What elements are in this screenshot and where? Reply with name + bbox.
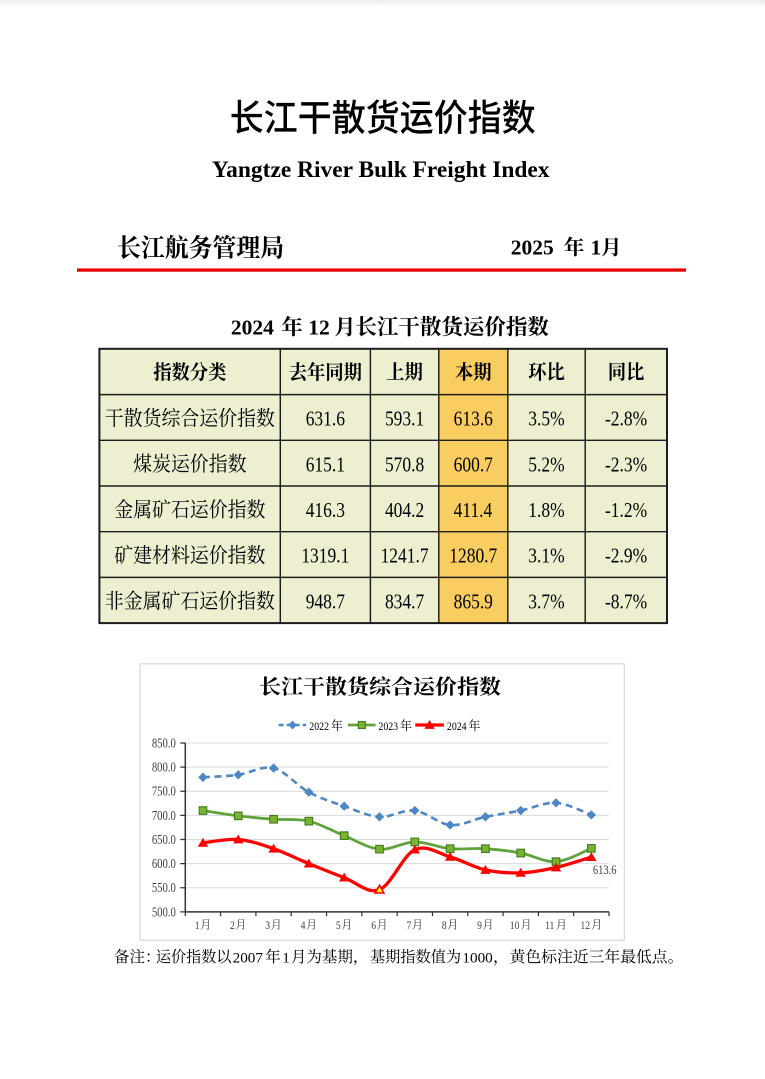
svg-text:2023: 2023 (378, 721, 398, 734)
svg-text:416.3: 416.3 (306, 500, 345, 523)
svg-text:8: 8 (442, 920, 447, 932)
svg-text:2022: 2022 (309, 721, 329, 734)
svg-text:1: 1 (591, 236, 602, 260)
svg-text:11: 11 (545, 920, 554, 932)
svg-text:613.6: 613.6 (593, 864, 617, 877)
svg-text:865.9: 865.9 (454, 591, 493, 614)
svg-text:-8.7%: -8.7% (605, 591, 647, 614)
svg-text:12: 12 (580, 920, 590, 932)
svg-text:2024: 2024 (447, 721, 467, 734)
svg-text:700.0: 700.0 (152, 808, 176, 823)
svg-text:411.4: 411.4 (454, 500, 493, 523)
svg-text:615.1: 615.1 (306, 454, 345, 477)
svg-text:2025: 2025 (511, 236, 554, 260)
svg-text:834.7: 834.7 (385, 591, 425, 614)
svg-text:10: 10 (510, 920, 520, 932)
svg-text:404.2: 404.2 (385, 500, 424, 523)
svg-text:2007: 2007 (233, 949, 264, 966)
svg-text:-1.2%: -1.2% (605, 500, 647, 523)
svg-text:3.5%: 3.5% (528, 408, 564, 431)
svg-text:570.8: 570.8 (385, 454, 424, 477)
svg-text:1241.7: 1241.7 (381, 545, 429, 568)
svg-text:1: 1 (282, 949, 290, 966)
svg-text:1000: 1000 (462, 949, 493, 966)
svg-text:500.0: 500.0 (152, 904, 176, 919)
svg-text:613.6: 613.6 (454, 408, 494, 431)
svg-text:3: 3 (265, 920, 270, 932)
svg-text:600.7: 600.7 (454, 454, 494, 477)
svg-text:3.1%: 3.1% (528, 545, 564, 568)
svg-text:650.0: 650.0 (152, 832, 176, 847)
svg-text:1280.7: 1280.7 (449, 545, 497, 568)
svg-text:1319.1: 1319.1 (301, 545, 349, 568)
svg-text:800.0: 800.0 (152, 759, 176, 774)
svg-text:948.7: 948.7 (306, 591, 346, 614)
svg-text:-2.8%: -2.8% (605, 408, 647, 431)
svg-text:850.0: 850.0 (152, 735, 176, 750)
svg-text:550.0: 550.0 (152, 880, 176, 895)
svg-text:2024: 2024 (231, 315, 274, 339)
svg-text:593.1: 593.1 (385, 408, 424, 431)
svg-text:9: 9 (477, 920, 482, 932)
svg-text:1.8%: 1.8% (528, 500, 564, 523)
svg-text:631.6: 631.6 (306, 408, 346, 431)
svg-text:-2.9%: -2.9% (605, 545, 647, 568)
svg-text:1: 1 (195, 920, 200, 932)
svg-text:600.0: 600.0 (152, 856, 176, 871)
svg-text:6: 6 (371, 920, 376, 932)
svg-text:5: 5 (336, 920, 341, 932)
svg-text:12: 12 (308, 315, 330, 339)
svg-text:4: 4 (301, 920, 307, 932)
svg-text:750.0: 750.0 (152, 784, 176, 799)
svg-text:-2.3%: -2.3% (605, 454, 647, 477)
svg-text:2: 2 (230, 920, 235, 932)
svg-text:7: 7 (407, 920, 412, 932)
svg-text:5.2%: 5.2% (528, 454, 564, 477)
svg-text:Yangtze River Bulk Freight Ind: Yangtze River Bulk Freight Index (212, 157, 550, 183)
svg-text:3.7%: 3.7% (528, 591, 564, 614)
